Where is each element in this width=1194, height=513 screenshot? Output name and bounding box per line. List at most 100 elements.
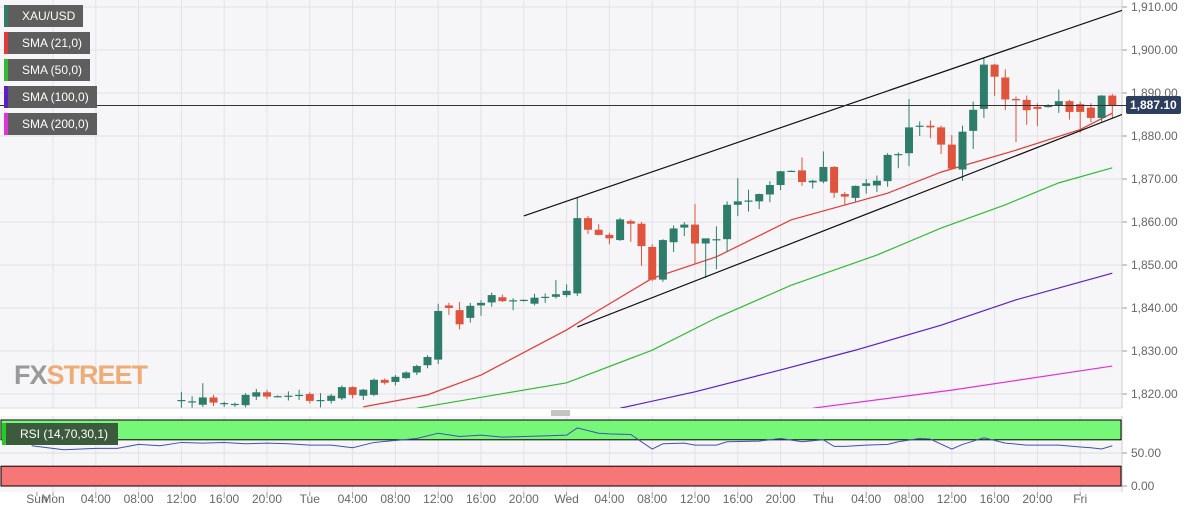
candle-down bbox=[305, 394, 314, 401]
candle-up bbox=[541, 296, 550, 299]
candle-up bbox=[787, 170, 796, 173]
last-price-tag: 1,887.10 bbox=[1126, 96, 1181, 115]
y-tick-label: 1,870.00 bbox=[1131, 172, 1178, 186]
y-tick-label: 1,910.00 bbox=[1131, 0, 1178, 14]
candle-up bbox=[402, 372, 411, 379]
x-tick-label: 16:00 bbox=[466, 492, 496, 506]
y-tick-label: 1,900.00 bbox=[1131, 43, 1178, 57]
x-tick-label: Fri bbox=[1073, 492, 1087, 506]
candle-down bbox=[1033, 106, 1042, 109]
legend-sma-100[interactable]: SMA (100,0) bbox=[4, 86, 97, 108]
candle-up bbox=[434, 311, 443, 360]
candle-down bbox=[990, 64, 999, 77]
legend-rsi[interactable]: RSI (14,70,30,1) bbox=[2, 423, 119, 445]
candle-up bbox=[744, 200, 753, 202]
candle-up bbox=[337, 387, 346, 399]
candle-up bbox=[273, 396, 282, 398]
legend-xauusd[interactable]: XAU/USD bbox=[4, 5, 84, 27]
y-tick-label: 1,820.00 bbox=[1131, 387, 1178, 401]
rsi-oversold-zone bbox=[0, 465, 1122, 487]
candle-up bbox=[872, 180, 881, 186]
candle-up bbox=[883, 154, 892, 182]
candle-up bbox=[765, 185, 774, 195]
rsi-y-tick-label: 50.00 bbox=[1131, 446, 1161, 460]
candle-up bbox=[177, 400, 186, 402]
candle-down bbox=[926, 125, 935, 128]
fxstreet-logo: FXSTREET bbox=[14, 360, 148, 391]
x-tick-label: 20:00 bbox=[252, 492, 282, 506]
candle-up bbox=[776, 171, 785, 186]
candle-down bbox=[1012, 99, 1020, 101]
logo-fx: FX bbox=[14, 360, 48, 390]
candle-up bbox=[979, 64, 988, 109]
candle-down bbox=[691, 224, 699, 244]
candle-up bbox=[1054, 101, 1063, 106]
x-tick-label: 16:00 bbox=[980, 492, 1010, 506]
candle-up bbox=[241, 394, 250, 406]
x-tick-label: 08:00 bbox=[894, 492, 924, 506]
candle-up bbox=[198, 397, 207, 405]
candle-down bbox=[947, 144, 956, 169]
y-tick-label: 1,840.00 bbox=[1131, 301, 1178, 315]
x-tick-label: 20:00 bbox=[1022, 492, 1052, 506]
candle-up bbox=[969, 109, 978, 131]
sma-200-line bbox=[812, 365, 1113, 408]
candle-down bbox=[1076, 104, 1085, 112]
legend-sma-50[interactable]: SMA (50,0) bbox=[4, 59, 91, 81]
candle-down bbox=[594, 229, 603, 235]
candle-up bbox=[658, 240, 667, 280]
candle-up bbox=[466, 305, 475, 318]
candle-down bbox=[637, 223, 646, 247]
legend-sma-21[interactable]: SMA (21,0) bbox=[4, 32, 91, 54]
candle-up bbox=[391, 376, 400, 382]
candle-down bbox=[380, 379, 389, 383]
x-tick-label: Wed bbox=[554, 492, 578, 506]
candle-up bbox=[573, 218, 582, 294]
candle-down bbox=[348, 387, 357, 395]
candle-up bbox=[755, 194, 764, 202]
candle-up bbox=[723, 204, 732, 240]
candle-down bbox=[840, 194, 849, 197]
candle-up bbox=[1097, 95, 1106, 118]
candle-up bbox=[423, 357, 432, 366]
x-tick-label: Tue bbox=[300, 492, 321, 506]
candle-up bbox=[412, 366, 421, 373]
x-tick-label: 04:00 bbox=[594, 492, 624, 506]
candle-up bbox=[220, 403, 229, 405]
candle-up bbox=[370, 379, 378, 395]
candle-up bbox=[712, 239, 721, 241]
candle-up bbox=[359, 389, 368, 396]
candle-down bbox=[584, 218, 592, 230]
y-tick-label: 1,850.00 bbox=[1131, 258, 1178, 272]
candle-up bbox=[851, 185, 860, 198]
candle-down bbox=[648, 246, 657, 280]
candle-down bbox=[1065, 101, 1074, 112]
candle-up bbox=[509, 300, 518, 302]
main-plot-bg bbox=[0, 0, 1122, 408]
candle-down bbox=[209, 397, 218, 403]
candle-down bbox=[455, 310, 464, 325]
candle-up bbox=[295, 394, 304, 397]
candle-up bbox=[819, 166, 828, 182]
candle-up bbox=[733, 201, 742, 205]
x-tick-label: 12:00 bbox=[423, 492, 453, 506]
candle-down bbox=[1001, 77, 1010, 100]
main-series-group bbox=[177, 9, 1122, 408]
candle-up bbox=[808, 180, 817, 183]
candle-down bbox=[1086, 107, 1095, 118]
candle-down bbox=[798, 170, 806, 183]
candle-up bbox=[562, 290, 571, 296]
y-tick-label: 1,880.00 bbox=[1131, 129, 1178, 143]
sma-100-line bbox=[619, 272, 1113, 408]
candle-up bbox=[905, 127, 913, 154]
candle-up bbox=[230, 403, 239, 406]
legend-sma-200[interactable]: SMA (200,0) bbox=[4, 113, 97, 135]
channel-lower-line bbox=[577, 113, 1122, 328]
x-tick-label: 12:00 bbox=[680, 492, 710, 506]
candle-up bbox=[327, 395, 336, 401]
rsi-overbought-zone bbox=[0, 419, 1122, 441]
candle-up bbox=[701, 238, 710, 244]
candle-down bbox=[1108, 95, 1117, 106]
y-tick-label: 1,830.00 bbox=[1131, 344, 1178, 358]
